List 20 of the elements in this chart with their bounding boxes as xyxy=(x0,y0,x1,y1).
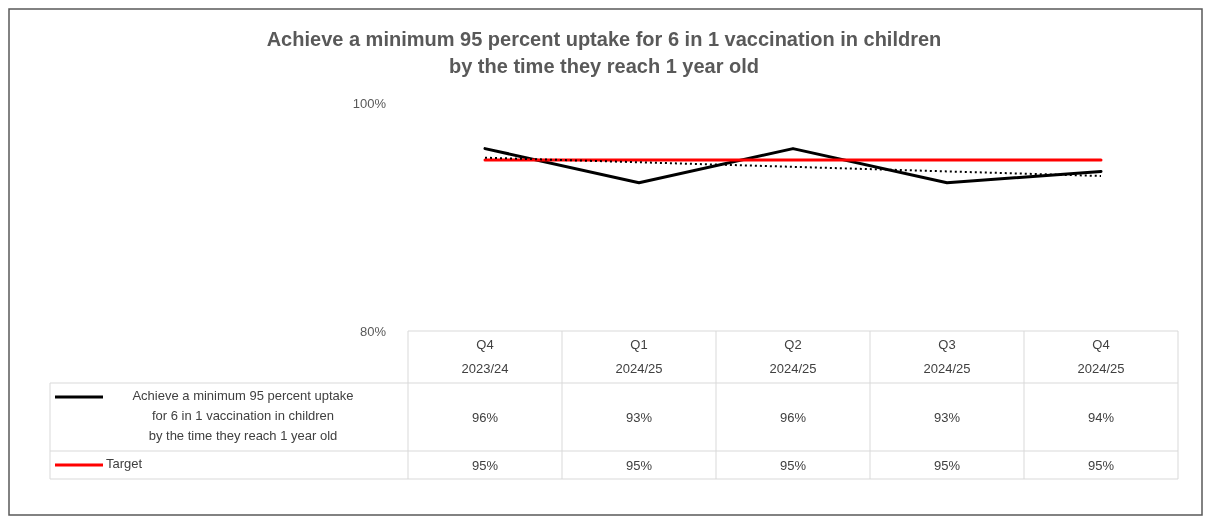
x-tick-label: Q3 2024/25 xyxy=(923,337,971,376)
data-label: 95% xyxy=(1087,457,1115,473)
x-tick-label: Q2 2024/25 xyxy=(769,337,817,376)
y-tick-label: 100% xyxy=(352,95,387,111)
legend-label: Target xyxy=(106,456,143,471)
data-label: 96% xyxy=(471,409,499,425)
data-label: 95% xyxy=(471,457,499,473)
data-label: 95% xyxy=(625,457,653,473)
data-label: 93% xyxy=(625,409,653,425)
x-tick-label: Q4 2023/24 xyxy=(461,337,509,376)
data-label: 95% xyxy=(779,457,807,473)
x-tick-label: Q4 2024/25 xyxy=(1077,337,1125,376)
data-label: 94% xyxy=(1087,409,1115,425)
legend-label: Achieve a minimum 95 percent uptake for 6 in 1 vaccination in children by the time they reach 1 year old xyxy=(132,388,354,443)
data-label: 96% xyxy=(779,409,807,425)
data-label: 95% xyxy=(933,457,961,473)
y-tick-label: 80% xyxy=(359,323,387,339)
chart-title: Achieve a minimum 95 percent uptake for 6 in 1 vaccination in children by the time they reach 1 year old xyxy=(266,28,942,77)
data-label: 93% xyxy=(933,409,961,425)
x-tick-label: Q1 2024/25 xyxy=(615,337,663,376)
